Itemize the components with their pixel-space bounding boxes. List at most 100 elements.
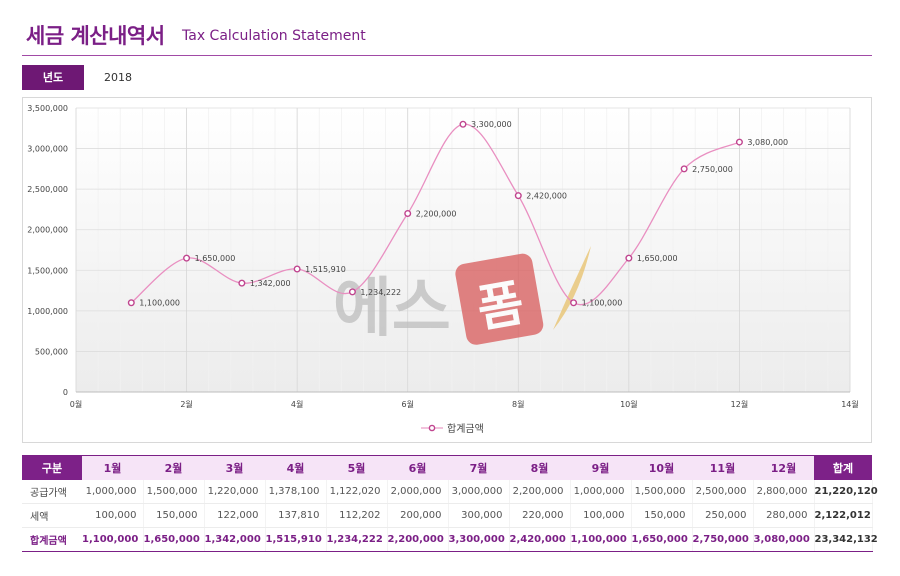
data-point bbox=[293, 265, 301, 273]
data-label: 1,650,000 bbox=[195, 254, 236, 263]
table-cell: 2,000,000 bbox=[387, 479, 449, 504]
year-value[interactable]: 2018 bbox=[104, 71, 132, 84]
row-total: 23,342,132 bbox=[814, 527, 878, 552]
y-tick-label: 3,500,000 bbox=[27, 104, 68, 113]
table-cell: 100,000 bbox=[82, 503, 144, 528]
data-point bbox=[404, 209, 412, 217]
y-tick-label: 2,000,000 bbox=[27, 226, 68, 235]
table-row: 합계금액 1,100,000 1,650,000 1,342,000 1,515,910… bbox=[22, 527, 878, 552]
total-header: 합계 bbox=[814, 455, 872, 480]
table-cell: 1,000,000 bbox=[82, 479, 144, 504]
data-point bbox=[735, 138, 743, 146]
table-body: 공급가액 1,000,000 1,500,000 1,220,000 1,378,100… bbox=[22, 479, 878, 552]
month-header: 8월 bbox=[509, 455, 570, 480]
table-cell: 3,080,000 bbox=[753, 527, 815, 552]
table-cell: 2,500,000 bbox=[692, 479, 754, 504]
table-cell: 2,750,000 bbox=[692, 527, 754, 552]
chart-legend: 합계금액 bbox=[421, 423, 484, 435]
table-cell: 2,200,000 bbox=[387, 527, 449, 552]
data-label: 1,100,000 bbox=[139, 299, 180, 308]
table-cell: 1,650,000 bbox=[143, 527, 205, 552]
table-cell: 220,000 bbox=[509, 503, 571, 528]
table-row: 세액 100,000 150,000 122,000 137,810 112,202 200… bbox=[22, 503, 873, 528]
data-label: 2,750,000 bbox=[692, 165, 733, 174]
series-points: 1,100,000 1,650,000 1,342,000 1,515,910 1,23… bbox=[127, 120, 788, 308]
data-label: 2,420,000 bbox=[526, 192, 567, 201]
watermark-seal-char: 폼 bbox=[473, 274, 528, 339]
table-cell: 112,202 bbox=[326, 503, 388, 528]
month-header: 7월 bbox=[448, 455, 509, 480]
x-tick-label: 0월 bbox=[70, 399, 82, 409]
month-header: 12월 bbox=[753, 455, 814, 480]
data-point bbox=[183, 254, 191, 262]
y-tick-label: 0 bbox=[63, 388, 68, 397]
legend-label: 합계금액 bbox=[447, 423, 484, 435]
x-tick-label: 6월 bbox=[401, 399, 413, 409]
table-cell: 1,100,000 bbox=[82, 527, 144, 552]
chart-panel: 에스 폼 0 500,000 1,000,000 1,500,000 2,000,000… bbox=[22, 97, 872, 443]
table-cell: 100,000 bbox=[570, 503, 632, 528]
tax-table: 구분 1월 2월 3월 4월 5월 6월 7월 8월 9월 10월 11월 12… bbox=[22, 455, 878, 552]
watermark-logo: 에스 폼 bbox=[333, 246, 591, 346]
month-header: 4월 bbox=[265, 455, 326, 480]
month-header: 5월 bbox=[326, 455, 387, 480]
data-point bbox=[459, 120, 467, 128]
row-label: 합계금액 bbox=[22, 527, 82, 552]
data-point bbox=[238, 279, 246, 287]
data-label: 3,300,000 bbox=[471, 120, 512, 129]
year-label: 년도 bbox=[22, 65, 84, 90]
plot-background bbox=[76, 108, 850, 392]
data-label: 1,515,910 bbox=[305, 265, 346, 274]
watermark-feather-icon bbox=[553, 246, 591, 330]
watermark-seal bbox=[455, 253, 544, 345]
table-cell: 1,378,100 bbox=[265, 479, 327, 504]
table-cell: 280,000 bbox=[753, 503, 815, 528]
data-point bbox=[625, 254, 633, 262]
row-label: 공급가액 bbox=[22, 479, 82, 504]
month-header: 2월 bbox=[143, 455, 204, 480]
table-cell: 2,800,000 bbox=[753, 479, 815, 504]
month-header: 6월 bbox=[387, 455, 448, 480]
month-header: 9월 bbox=[570, 455, 631, 480]
watermark-text: 에스 bbox=[333, 272, 451, 346]
y-tick-label: 3,000,000 bbox=[27, 145, 68, 154]
data-point bbox=[680, 165, 688, 173]
legend-marker bbox=[428, 424, 436, 432]
x-tick-label: 8월 bbox=[512, 399, 524, 409]
table-cell: 1,650,000 bbox=[631, 527, 693, 552]
month-header: 3월 bbox=[204, 455, 265, 480]
table-cell: 1,500,000 bbox=[143, 479, 205, 504]
table-cell: 2,200,000 bbox=[509, 479, 571, 504]
data-point bbox=[570, 299, 578, 307]
title-bar: 세금 계산내역서 Tax Calculation Statement bbox=[22, 18, 872, 56]
y-tick-label: 500,000 bbox=[35, 347, 68, 356]
table-cell: 200,000 bbox=[387, 503, 449, 528]
table-cell: 137,810 bbox=[265, 503, 327, 528]
data-label: 3,080,000 bbox=[747, 138, 788, 147]
row-label: 세액 bbox=[22, 503, 82, 528]
table-cell: 1,000,000 bbox=[570, 479, 632, 504]
month-header: 10월 bbox=[631, 455, 692, 480]
monthly-total-line-chart: 에스 폼 0 500,000 1,000,000 1,500,000 2,000,000… bbox=[27, 104, 858, 435]
data-point bbox=[127, 299, 135, 307]
table-cell: 1,500,000 bbox=[631, 479, 693, 504]
chart-axes: 0 500,000 1,000,000 1,500,000 2,000,000 2,500… bbox=[27, 104, 858, 409]
table-cell: 1,220,000 bbox=[204, 479, 266, 504]
table-cell: 1,515,910 bbox=[265, 527, 327, 552]
table-cell: 300,000 bbox=[448, 503, 510, 528]
table-cell: 250,000 bbox=[692, 503, 754, 528]
data-label: 1,234,222 bbox=[360, 288, 401, 297]
month-header: 11월 bbox=[692, 455, 753, 480]
row-total: 21,220,120 bbox=[814, 479, 878, 504]
table-cell: 2,420,000 bbox=[509, 527, 571, 552]
y-tick-label: 2,500,000 bbox=[27, 185, 68, 194]
page-subtitle: Tax Calculation Statement bbox=[182, 28, 366, 44]
x-tick-label: 14월 bbox=[841, 399, 859, 409]
data-label: 1,100,000 bbox=[582, 299, 623, 308]
y-tick-label: 1,500,000 bbox=[27, 266, 68, 275]
table-cell: 150,000 bbox=[143, 503, 205, 528]
y-tick-label: 1,000,000 bbox=[27, 307, 68, 316]
table-cell: 122,000 bbox=[204, 503, 266, 528]
data-label: 2,200,000 bbox=[416, 209, 457, 218]
table-cell: 3,000,000 bbox=[448, 479, 510, 504]
